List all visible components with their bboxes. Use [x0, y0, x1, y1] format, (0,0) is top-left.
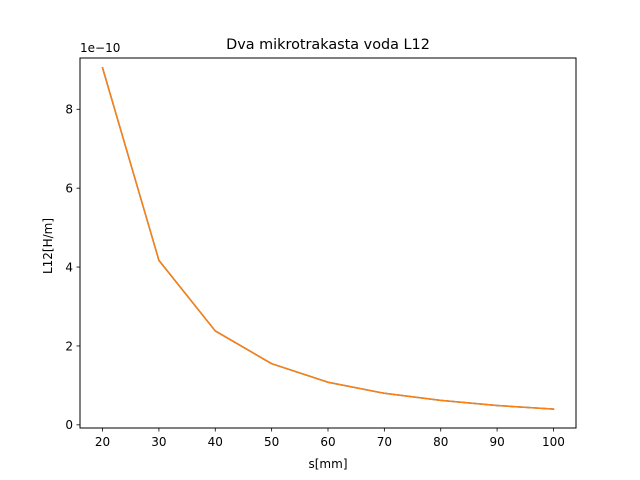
- chart-title: Dva mikrotrakasta voda L12: [226, 37, 430, 53]
- y-tick-label: 4: [65, 260, 73, 274]
- x-tick-label: 100: [542, 435, 565, 449]
- x-tick-label: 70: [377, 435, 392, 449]
- x-tick-label: 90: [489, 435, 504, 449]
- plot-frame: [79, 57, 577, 429]
- x-tick-label: 20: [95, 435, 110, 449]
- ticks-layer: 20 30 40 50 60 70 80 90 100 0 2 4 6 8: [65, 103, 565, 449]
- y-tick-label: 0: [65, 418, 73, 432]
- y-offset-label: 1e−10: [80, 41, 120, 55]
- y-tick-label: 2: [65, 339, 73, 353]
- x-axis-label: s[mm]: [309, 457, 348, 471]
- x-tick-label: 30: [151, 435, 166, 449]
- x-tick-label: 60: [320, 435, 335, 449]
- y-tick-label: 6: [65, 181, 73, 195]
- x-tick-label: 80: [433, 435, 448, 449]
- y-tick-label: 8: [65, 103, 73, 117]
- x-tick-label: 40: [208, 435, 223, 449]
- x-tick-label: 50: [264, 435, 279, 449]
- series-layer: [101, 66, 555, 410]
- y-axis-label: L12[H/m]: [41, 218, 55, 274]
- series-line-2: [101, 66, 555, 410]
